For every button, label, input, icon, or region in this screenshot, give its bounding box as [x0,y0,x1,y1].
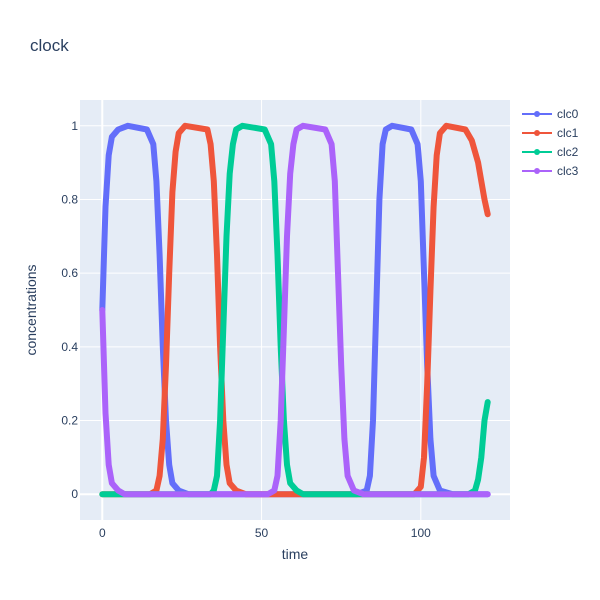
series-line-clc3[interactable] [99,122,491,498]
y-tick-label: 0 [71,487,78,501]
series-line-clc1[interactable] [99,122,491,498]
y-tick-label: 0.6 [61,266,78,280]
x-tick-label: 0 [99,526,106,540]
legend-marker-clc2 [534,149,540,155]
chart-title: clock [30,36,69,55]
y-tick-label: 0.4 [61,340,78,354]
x-tick-label: 100 [411,526,431,540]
legend-label-clc3[interactable]: clc3 [557,164,579,178]
legend[interactable]: clc0 clc1 clc2 clc3 [522,107,579,178]
y-tick-label: 0.2 [61,414,78,428]
legend-label-clc1[interactable]: clc1 [557,126,579,140]
y-tick-label: 0.8 [61,192,78,206]
legend-marker-clc0 [534,111,540,117]
series-line-clc0[interactable] [99,122,491,498]
legend-label-clc0[interactable]: clc0 [557,107,579,121]
x-tick-label: 50 [255,526,269,540]
y-tick-label: 1 [71,119,78,133]
legend-marker-clc1 [534,130,540,136]
x-axis-title: time [282,546,309,562]
legend-label-clc2[interactable]: clc2 [557,145,579,159]
plot-background [80,100,510,520]
y-axis-title: concentrations [23,264,39,355]
plot-area[interactable]: 0 0.2 0.4 0.6 0.8 1 0 50 100 [61,100,510,540]
legend-marker-clc3 [534,168,540,174]
